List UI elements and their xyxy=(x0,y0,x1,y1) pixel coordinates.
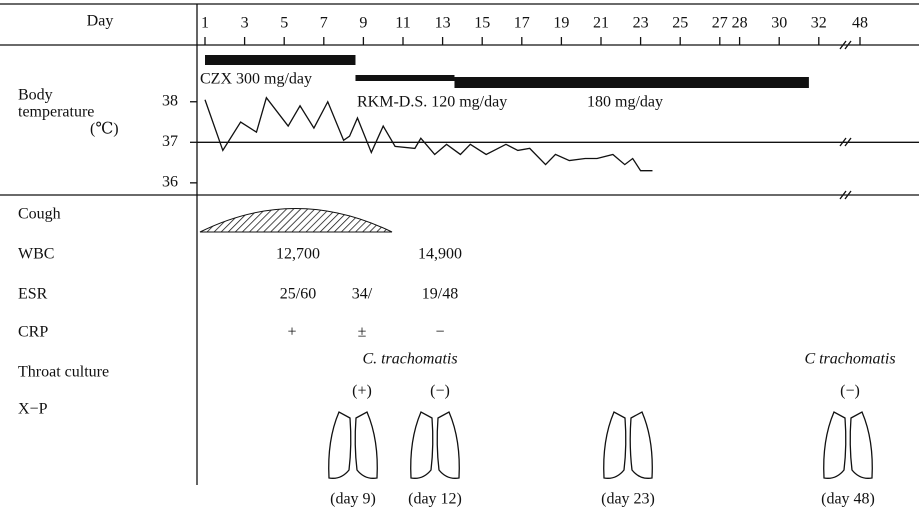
header-label: Day xyxy=(87,13,114,30)
day-tick-label: 21 xyxy=(593,15,609,32)
temp-tick-label: 37 xyxy=(162,133,178,150)
temp-tick-label: 36 xyxy=(162,174,178,191)
row-entry: (−) xyxy=(840,383,860,400)
row-label: X−P xyxy=(18,401,48,418)
xray-caption: (day 23) xyxy=(601,491,655,508)
day-tick-label: 27 xyxy=(712,15,728,32)
xray-caption: (day 48) xyxy=(821,491,875,508)
row-entry: 14,900 xyxy=(418,246,462,263)
temp-label: (℃) xyxy=(90,121,119,138)
day-tick-label: 7 xyxy=(320,15,328,32)
row-label: Throat culture xyxy=(18,364,109,381)
temp-tick-label: 38 xyxy=(162,92,178,109)
row-label: ESR xyxy=(18,286,48,303)
row-entry: 12,700 xyxy=(276,246,320,263)
drug-bar xyxy=(205,55,356,65)
lung-sketch xyxy=(849,411,873,479)
row-entry: 34/ xyxy=(352,286,373,303)
cough-duration xyxy=(199,208,393,233)
temperature-line xyxy=(204,96,653,172)
drug-label: CZX 300 mg/day xyxy=(200,71,312,88)
day-tick-label: 5 xyxy=(280,15,288,32)
xray-caption: (day 12) xyxy=(408,491,462,508)
day-tick-label: 23 xyxy=(633,15,649,32)
row-entry: 25/60 xyxy=(280,286,316,303)
lung-sketch xyxy=(354,411,378,479)
lung-sketch xyxy=(629,411,653,479)
day-tick-label: 11 xyxy=(395,15,410,32)
row-entry: (+) xyxy=(352,383,372,400)
row-label: WBC xyxy=(18,246,54,263)
day-tick-label: 15 xyxy=(474,15,490,32)
day-tick-label: 17 xyxy=(514,15,530,32)
day-tick-label: 1 xyxy=(201,15,209,32)
day-tick-label: 28 xyxy=(732,15,748,32)
temp-label: Body xyxy=(18,87,53,104)
row-label: Cough xyxy=(18,206,61,223)
drug-bar xyxy=(355,75,455,81)
drug-bar xyxy=(454,77,809,88)
row-entry: C trachomatis xyxy=(804,351,895,368)
row-entry: + xyxy=(287,324,296,341)
lung-sketch xyxy=(436,411,460,479)
day-tick-label: 30 xyxy=(771,15,787,32)
row-entry: 19/48 xyxy=(422,286,458,303)
lung-sketch xyxy=(328,411,352,479)
day-tick-label: 3 xyxy=(241,15,249,32)
xray-caption: (day 9) xyxy=(330,491,376,508)
lung-sketch xyxy=(410,411,434,479)
lung-sketch xyxy=(603,411,627,479)
drug-label: RKM-D.S. 120 mg/day xyxy=(357,94,507,111)
day-tick-label: 9 xyxy=(359,15,367,32)
temp-label: temperature xyxy=(18,104,94,121)
row-entry: ± xyxy=(358,324,367,341)
lung-sketch xyxy=(823,411,847,479)
row-entry: (−) xyxy=(430,383,450,400)
row-entry: − xyxy=(435,324,444,341)
day-tick-label: 25 xyxy=(672,15,688,32)
axis-breaks xyxy=(839,40,852,200)
row-entry: C. trachomatis xyxy=(362,351,457,368)
day-tick-label: 48 xyxy=(852,15,868,32)
row-label: CRP xyxy=(18,324,48,341)
day-tick-label: 13 xyxy=(435,15,451,32)
drug-label: 180 mg/day xyxy=(587,94,663,111)
day-tick-label: 32 xyxy=(811,15,827,32)
day-tick-label: 19 xyxy=(553,15,569,32)
